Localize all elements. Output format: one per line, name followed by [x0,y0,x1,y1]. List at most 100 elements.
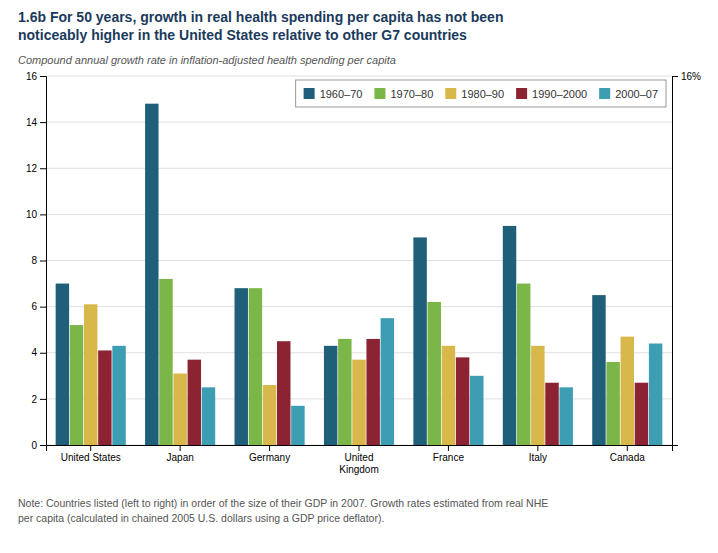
legend-item: 1980–90 [445,88,504,100]
bar [84,304,97,445]
legend-label: 1980–90 [461,88,504,100]
tick-mark [448,445,449,451]
y2-axis: 16% [672,71,701,446]
tick-label: Canada [610,452,645,463]
tick-label: 10 [26,209,38,220]
bar [531,346,544,445]
bar [366,339,379,445]
tick: 16 [26,71,46,82]
tick: 6 [31,301,46,312]
bar [324,346,337,445]
tick-mark [627,445,628,451]
tick: 16% [672,71,701,82]
tick-mark [40,307,46,308]
bar [413,237,426,445]
tick-mark [40,214,46,215]
tick-mark [40,122,46,123]
tick-label: UnitedKingdom [339,452,378,475]
bar [649,344,662,445]
tick: United States [61,445,121,463]
legend-box [296,80,666,107]
bar [56,284,69,445]
legend-label: 1960–70 [320,88,363,100]
bar [635,383,648,445]
bar [70,325,83,445]
bar [291,406,304,445]
series [84,304,634,445]
tick: Germany [249,445,290,463]
tick: Italy [529,445,547,463]
series [56,104,606,445]
legend-label: 2000–07 [615,88,658,100]
legend-label: 1990–2000 [532,88,587,100]
legend-swatch [445,88,456,99]
tick: 2 [31,394,46,405]
grid-line [46,76,672,77]
bar [606,362,619,445]
series [70,279,620,445]
bar [98,350,111,445]
grid-line [46,168,672,169]
tick: 4 [31,347,46,358]
bar [263,385,276,445]
bar [442,346,455,445]
tick: Japan [167,445,194,463]
bar [235,288,248,445]
tick-label: France [433,452,465,463]
bar [277,341,290,445]
tick-mark [269,445,270,451]
bar [159,279,172,445]
tick-label: United States [61,452,121,463]
bar [249,288,262,445]
bar [428,302,441,445]
legend-swatch [304,88,315,99]
legend-label: 1970–80 [390,88,433,100]
x-axis: United States Japan Germany UnitedKingdom Fr… [47,445,673,475]
bar [145,104,158,445]
bar [456,357,469,445]
y-axis: 0246810121416 [26,71,47,451]
bar [592,295,605,445]
note: Note: Countries listed (left to right) i… [18,497,548,524]
legend-item: 1990–2000 [516,88,587,100]
bar [545,383,558,445]
tick-mark [40,399,46,400]
bar [503,226,516,445]
axis-line [673,77,679,446]
tick: 14 [26,117,46,128]
legend-item: 2000–07 [599,88,658,100]
tick-mark [40,76,46,77]
series [98,339,648,445]
grid-line [46,306,672,307]
bar [381,318,394,445]
tick-label: Italy [529,452,547,463]
bar [202,387,215,445]
tick-label: 0 [31,440,37,451]
tick: 12 [26,163,46,174]
grid-line [46,260,672,261]
tick: UnitedKingdom [339,445,378,475]
bar [621,337,634,445]
tick-mark [90,445,91,451]
grid-line [46,122,672,123]
tick-label: 4 [31,347,37,358]
tick: France [433,445,465,463]
axis-line [40,77,47,446]
bar [173,374,186,445]
tick-mark [672,76,678,77]
tick-label: 2 [31,394,37,405]
bar [338,339,351,445]
tick-mark [40,445,46,446]
axis-line [47,446,673,452]
tick-mark [40,168,46,169]
tick-mark [40,261,46,262]
bar [188,360,201,445]
bars [56,104,663,445]
series [112,318,662,445]
legend-swatch [599,88,610,99]
legend-item: 1960–70 [304,88,363,100]
bar [559,387,572,445]
legend-swatch [516,88,527,99]
legend-swatch [374,88,385,99]
bar [517,284,530,445]
